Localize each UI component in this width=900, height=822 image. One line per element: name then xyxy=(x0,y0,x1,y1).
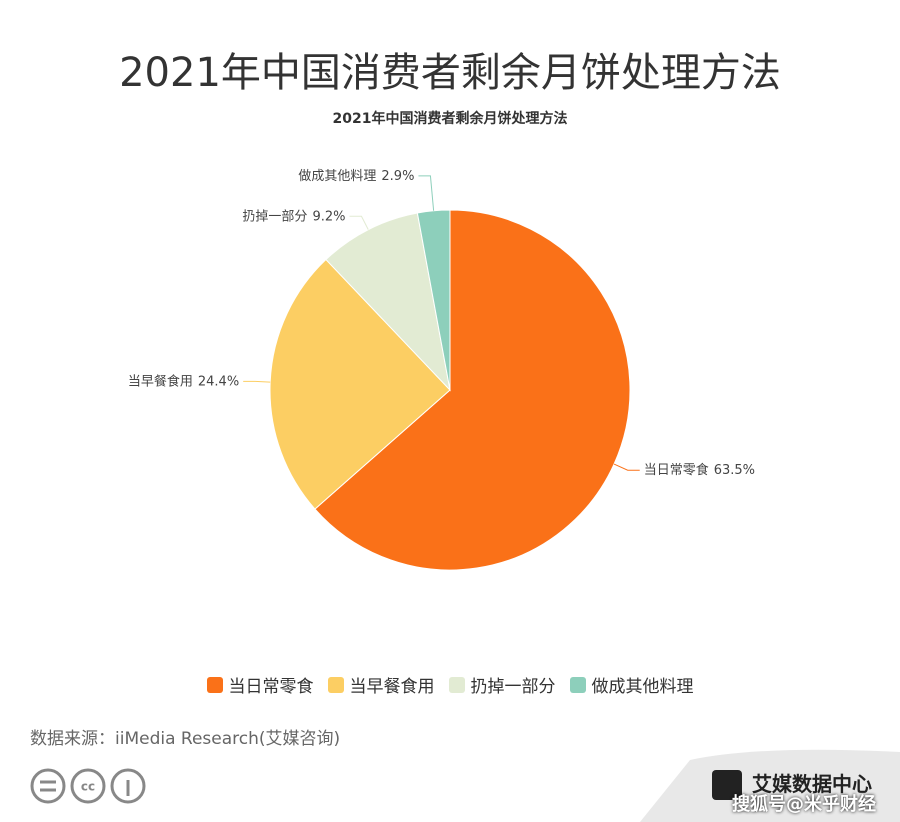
cc-text: cc xyxy=(81,780,95,794)
legend-swatch xyxy=(206,676,223,693)
legend-label: 做成其他料理 xyxy=(591,677,694,697)
legend-label: 扔掉一部分 xyxy=(470,677,556,697)
data-label: 当日常零食 63.5% xyxy=(644,462,755,478)
leader-line xyxy=(349,215,369,230)
data-label-category: 做成其他料理 xyxy=(298,168,376,183)
leader-line xyxy=(418,175,435,211)
watermark: 搜狐号@米乎财经 xyxy=(732,794,876,815)
page-title: 2021年中国消费者剩余月饼处理方法 xyxy=(119,50,781,96)
legend: 当日常零食 当早餐食用 扔掉一部分 做成其他料理 xyxy=(0,672,900,697)
legend-item: 当日常零食 xyxy=(206,672,314,697)
data-label-category: 当日常零食 xyxy=(644,462,709,478)
legend-item: 做成其他料理 xyxy=(569,672,694,697)
leader-line xyxy=(613,463,640,471)
data-label-value: 2.9% xyxy=(381,168,414,183)
data-label-category: 当早餐食用 xyxy=(128,373,193,389)
logo-icon xyxy=(712,770,742,800)
watermark-bg xyxy=(640,749,900,822)
legend-swatch xyxy=(569,676,586,693)
legend-swatch xyxy=(327,676,344,693)
data-label-value: 9.2% xyxy=(312,209,345,224)
data-label: 做成其他料理 2.9% xyxy=(298,168,414,183)
data-label-value: 24.4% xyxy=(198,374,239,389)
legend-item: 当早餐食用 xyxy=(327,672,435,697)
legend-swatch xyxy=(448,676,465,693)
legend-item: 扔掉一部分 xyxy=(448,672,556,697)
pie-slice xyxy=(314,209,631,571)
data-label: 当早餐食用 24.4% xyxy=(128,373,239,389)
pie-slice xyxy=(269,258,451,510)
legend-label: 当日常零食 xyxy=(228,677,314,697)
pie-slice xyxy=(325,212,451,392)
data-label-value: 63.5% xyxy=(714,463,755,478)
source: 数据来源：iiMedia Research(艾媒咨询) xyxy=(30,729,341,749)
logo: 艾媒数据中心 xyxy=(752,772,872,796)
data-label-category: 扔掉一部分 xyxy=(242,209,307,224)
pie-slice xyxy=(416,209,451,391)
chart-title: 2021年中国消费者剩余月饼处理方法 xyxy=(333,110,568,127)
legend-label: 当早餐食用 xyxy=(349,677,435,697)
leader-line xyxy=(243,380,271,383)
data-label: 扔掉一部分 9.2% xyxy=(242,209,345,224)
license-icons xyxy=(30,768,146,804)
